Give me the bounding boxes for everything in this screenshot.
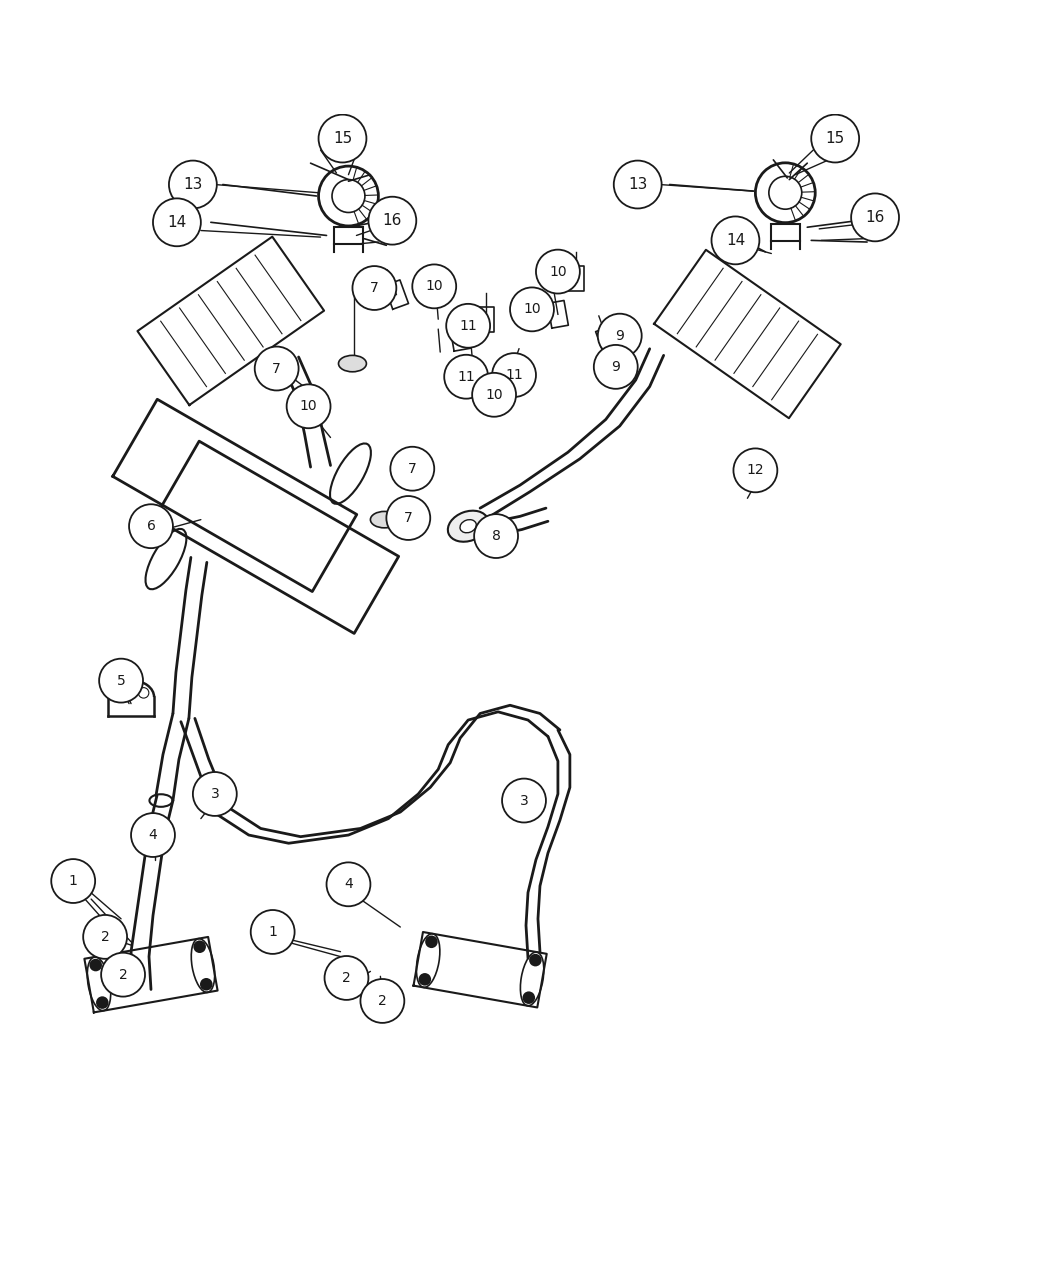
Bar	[771, 224, 800, 241]
Circle shape	[413, 264, 456, 309]
Text: 10: 10	[425, 279, 443, 293]
Text: 11: 11	[459, 319, 477, 333]
Circle shape	[597, 314, 642, 357]
Circle shape	[614, 161, 662, 208]
Circle shape	[360, 979, 404, 1023]
Text: 16: 16	[865, 210, 885, 224]
Text: 10: 10	[299, 399, 317, 413]
Text: 6: 6	[147, 519, 155, 533]
Circle shape	[502, 779, 546, 822]
Text: 2: 2	[119, 968, 127, 982]
Text: 15: 15	[333, 131, 352, 147]
Circle shape	[89, 959, 102, 972]
Circle shape	[193, 773, 236, 816]
Circle shape	[193, 941, 206, 952]
Circle shape	[594, 346, 637, 389]
Text: 9: 9	[615, 329, 624, 343]
Circle shape	[96, 996, 108, 1009]
Circle shape	[101, 952, 145, 997]
Ellipse shape	[395, 460, 422, 477]
Text: 2: 2	[342, 972, 351, 986]
Circle shape	[99, 659, 143, 703]
Text: 7: 7	[407, 462, 417, 476]
Circle shape	[425, 936, 438, 949]
Text: 15: 15	[825, 131, 845, 147]
Text: 11: 11	[458, 370, 475, 384]
Text: 13: 13	[628, 177, 648, 193]
Text: 1: 1	[268, 924, 277, 938]
Circle shape	[83, 915, 127, 959]
Text: 14: 14	[726, 233, 746, 247]
Circle shape	[492, 353, 536, 397]
Circle shape	[510, 287, 554, 332]
Ellipse shape	[338, 356, 366, 372]
Text: 12: 12	[747, 463, 764, 477]
Text: 7: 7	[272, 362, 281, 376]
Text: 2: 2	[378, 994, 386, 1009]
Circle shape	[113, 687, 124, 699]
Text: 3: 3	[210, 787, 219, 801]
Text: 8: 8	[491, 529, 501, 543]
Circle shape	[200, 978, 212, 991]
Circle shape	[131, 813, 175, 857]
Circle shape	[251, 910, 295, 954]
Circle shape	[353, 266, 396, 310]
Text: 2: 2	[101, 929, 109, 944]
Circle shape	[327, 862, 371, 907]
Circle shape	[475, 514, 518, 558]
Circle shape	[529, 954, 542, 966]
Circle shape	[324, 956, 369, 1000]
Text: 1: 1	[68, 875, 78, 887]
Ellipse shape	[371, 511, 398, 528]
Text: 4: 4	[149, 827, 158, 842]
Circle shape	[129, 505, 173, 548]
Text: 11: 11	[505, 368, 523, 382]
Circle shape	[444, 354, 488, 399]
Ellipse shape	[606, 358, 634, 375]
Circle shape	[369, 196, 416, 245]
Text: 5: 5	[117, 673, 125, 687]
Circle shape	[169, 161, 216, 208]
Text: 7: 7	[370, 280, 379, 295]
Text: 4: 4	[344, 877, 353, 891]
Circle shape	[255, 347, 298, 390]
Text: 10: 10	[549, 265, 567, 279]
Bar	[334, 227, 363, 244]
Circle shape	[391, 446, 435, 491]
Ellipse shape	[460, 520, 477, 533]
Circle shape	[734, 449, 777, 492]
Circle shape	[386, 496, 430, 539]
Circle shape	[318, 115, 366, 162]
Text: 13: 13	[183, 177, 203, 193]
Circle shape	[139, 687, 149, 699]
Circle shape	[852, 194, 899, 241]
Circle shape	[287, 384, 331, 428]
Ellipse shape	[448, 511, 488, 542]
Circle shape	[419, 973, 432, 986]
Text: 3: 3	[520, 793, 528, 807]
Circle shape	[812, 115, 859, 162]
Text: 16: 16	[382, 213, 402, 228]
Circle shape	[712, 217, 759, 264]
Circle shape	[536, 250, 580, 293]
Circle shape	[153, 199, 201, 246]
Circle shape	[446, 303, 490, 348]
Text: 9: 9	[611, 360, 621, 374]
Text: 14: 14	[167, 214, 187, 230]
Circle shape	[51, 859, 96, 903]
Text: 10: 10	[523, 302, 541, 316]
Circle shape	[523, 992, 536, 1003]
Text: 10: 10	[485, 388, 503, 402]
Circle shape	[472, 372, 516, 417]
Text: 7: 7	[404, 511, 413, 525]
